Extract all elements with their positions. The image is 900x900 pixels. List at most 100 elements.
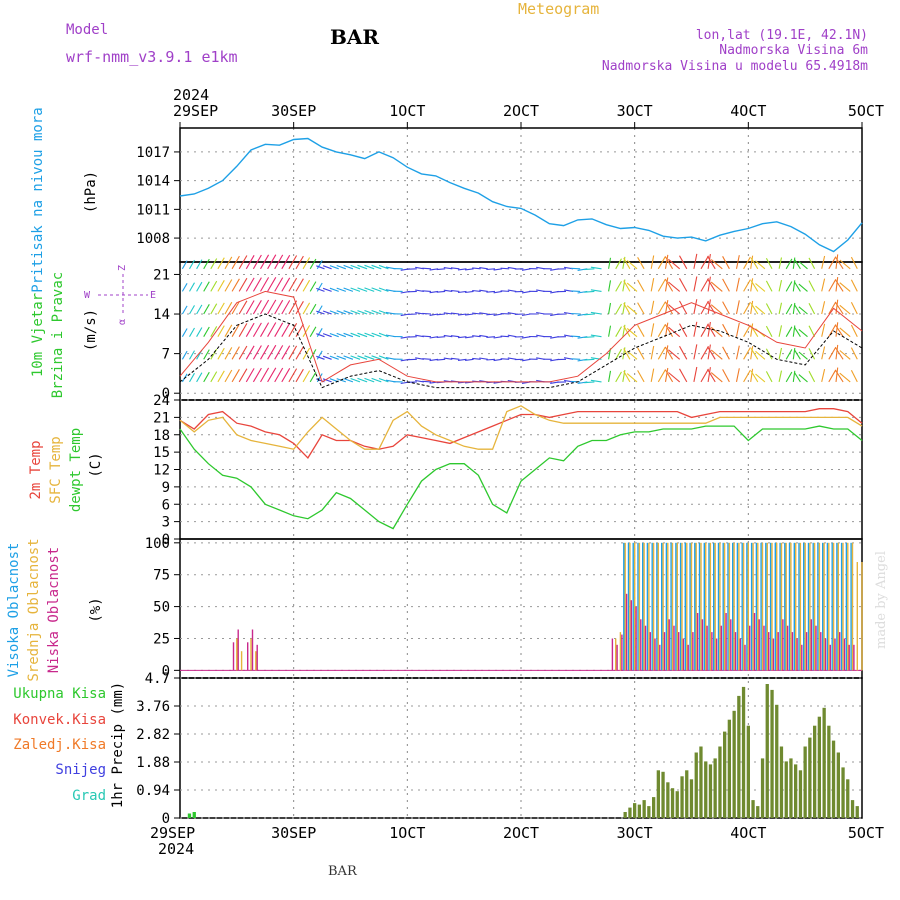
wind-arrow bbox=[821, 323, 826, 337]
precip-frame bbox=[179, 677, 863, 819]
wind-arrow bbox=[350, 355, 361, 360]
wind-arrow bbox=[422, 312, 432, 315]
wind-arrow bbox=[364, 309, 375, 315]
wind-arrow bbox=[486, 358, 496, 361]
wind-arrow bbox=[828, 279, 837, 292]
wind-arrow bbox=[267, 322, 277, 337]
cloud-low-bar bbox=[237, 629, 239, 671]
wind-arrow bbox=[274, 254, 284, 270]
year-top: 2024 bbox=[173, 86, 209, 104]
wind-arrow bbox=[245, 322, 255, 337]
time-tick-label: 29SEP bbox=[173, 102, 218, 120]
chart-title: BAR bbox=[330, 25, 379, 49]
precip-total-bar bbox=[760, 758, 765, 818]
wind-arrow bbox=[316, 373, 323, 383]
wind-arrow bbox=[792, 257, 796, 269]
wind-arrow bbox=[457, 358, 467, 361]
wind-arrow bbox=[281, 300, 291, 315]
temp-sfc-line bbox=[179, 405, 863, 450]
cloud-low-bar bbox=[663, 632, 666, 671]
wind-arrow bbox=[274, 322, 284, 337]
wind-arrow bbox=[422, 358, 432, 360]
wind-arrow bbox=[203, 281, 210, 292]
temp-ytick-label: 6 bbox=[162, 497, 170, 513]
wind-arrow bbox=[500, 312, 510, 315]
wind-arrow bbox=[570, 312, 581, 315]
wind-arrow bbox=[750, 346, 754, 360]
cloud-ytick-label: 0 bbox=[162, 663, 170, 679]
precip-ytick-label: 4.7 bbox=[145, 671, 170, 687]
wind-arrow bbox=[626, 373, 638, 383]
wind-arrow bbox=[267, 254, 277, 270]
time-tick-label: 2OCT bbox=[503, 102, 539, 120]
wind-arrow bbox=[785, 349, 793, 360]
cloud-low-bar bbox=[692, 632, 694, 671]
wind-arrow bbox=[267, 277, 277, 292]
top-time-axis: 29SEP 30SEP 1OCT 2OCT 3OCT 4OCT 5OCT bbox=[173, 102, 884, 128]
cloud-high-bar bbox=[831, 542, 833, 671]
precip-total-bar bbox=[784, 761, 788, 818]
wind-arrow bbox=[650, 345, 655, 360]
precip-total-bar bbox=[794, 764, 798, 818]
wind-arrow bbox=[443, 267, 453, 270]
wind-arrow bbox=[664, 345, 669, 360]
wind-label-1: 10m Vjetar bbox=[30, 293, 46, 377]
wind-arrow bbox=[710, 304, 723, 315]
wind-arrow bbox=[570, 335, 581, 338]
temp-label-sfc: SFC Temp bbox=[48, 436, 64, 503]
precip-total-bar bbox=[836, 752, 840, 818]
wind-arrow bbox=[378, 310, 389, 315]
wind-arrow bbox=[343, 287, 354, 292]
wind-arrow bbox=[828, 324, 837, 337]
wind-arrow bbox=[693, 299, 698, 315]
cloud-high-bar bbox=[845, 542, 848, 671]
cloud-low-bar bbox=[843, 638, 846, 671]
cloud-high-bar bbox=[623, 542, 625, 671]
cloud-mid-bar bbox=[842, 542, 844, 671]
cloud-high-bar bbox=[675, 542, 677, 671]
wind-arrow bbox=[668, 372, 681, 383]
wind-arrow bbox=[664, 367, 669, 382]
wind-arrow bbox=[217, 325, 225, 337]
wind-arrow bbox=[486, 268, 496, 271]
wind-arrow bbox=[664, 256, 674, 270]
cloud-mid-bar bbox=[847, 542, 849, 671]
wind-arrow bbox=[821, 278, 826, 292]
wind-arrow bbox=[288, 323, 298, 337]
wind-arrow bbox=[707, 254, 711, 269]
cloud-high-bar bbox=[637, 542, 639, 671]
wind-arrow bbox=[755, 350, 766, 360]
precip-total-bar bbox=[704, 761, 708, 818]
precip-total-bar bbox=[855, 806, 859, 818]
cloud-low-bar bbox=[644, 625, 647, 671]
wind-arrow bbox=[798, 351, 808, 360]
wind-arrow bbox=[664, 277, 669, 292]
wind-arrow bbox=[316, 260, 323, 270]
wind-arrow bbox=[422, 267, 432, 270]
wind-arrow bbox=[615, 326, 622, 337]
temp-ytick-label: 0 bbox=[162, 532, 170, 548]
wind-arrow bbox=[584, 336, 595, 339]
wind-arrow bbox=[785, 281, 793, 292]
wind-arrow bbox=[364, 332, 375, 338]
wind-arrow bbox=[371, 355, 382, 360]
precip-total-bar bbox=[727, 719, 731, 818]
wind-arrow bbox=[794, 349, 801, 360]
wind-arrow bbox=[302, 302, 311, 315]
precip-total-bar bbox=[628, 807, 632, 818]
precip-total-bar bbox=[670, 788, 675, 818]
cloud-high-bar bbox=[746, 542, 748, 671]
cloud-ytick-label: 50 bbox=[153, 600, 170, 616]
wind-arrow bbox=[615, 303, 622, 315]
cloud-high-bar bbox=[684, 542, 686, 671]
wind-arrow bbox=[750, 368, 754, 382]
wind-arrow bbox=[316, 282, 323, 292]
wind-arrow bbox=[288, 255, 298, 270]
temp-label-dewpt: dewpt Temp bbox=[68, 428, 84, 512]
time-tick-label: 3OCT bbox=[617, 824, 653, 842]
wind-arrow bbox=[707, 255, 716, 270]
pressure-ytick-label: 1014 bbox=[136, 174, 170, 190]
time-tick-label: 5OCT bbox=[848, 824, 884, 842]
wind-arrow bbox=[217, 370, 225, 383]
wind-arrow bbox=[722, 256, 730, 270]
